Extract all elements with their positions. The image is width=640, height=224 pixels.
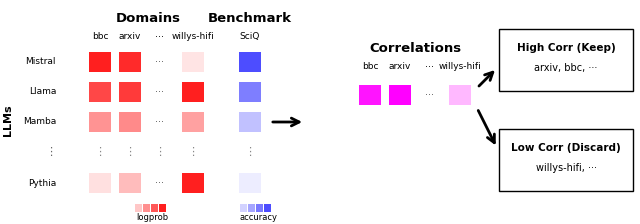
Bar xyxy=(239,204,246,212)
Text: ⋮: ⋮ xyxy=(95,147,106,157)
Bar xyxy=(264,204,271,212)
Bar xyxy=(359,85,381,105)
Text: ⋮: ⋮ xyxy=(188,147,198,157)
Bar xyxy=(119,173,141,193)
Bar xyxy=(134,204,141,212)
Bar xyxy=(182,82,204,102)
Bar xyxy=(127,204,134,212)
Text: ···: ··· xyxy=(156,117,164,127)
Text: SciQ: SciQ xyxy=(240,32,260,41)
Bar xyxy=(143,204,150,212)
Bar xyxy=(389,85,411,105)
Text: willys-hifi: willys-hifi xyxy=(438,62,481,71)
Text: LLMs: LLMs xyxy=(3,104,13,136)
Bar xyxy=(89,112,111,132)
Text: Domains: Domains xyxy=(115,12,180,25)
Text: arxiv, bbc, ···: arxiv, bbc, ··· xyxy=(534,63,598,73)
Text: Mistral: Mistral xyxy=(26,58,56,67)
Bar xyxy=(119,112,141,132)
Bar xyxy=(89,173,111,193)
Text: Pythia: Pythia xyxy=(28,179,56,187)
Text: ⋮: ⋮ xyxy=(45,147,56,157)
Bar xyxy=(239,112,261,132)
Text: willys-hifi: willys-hifi xyxy=(172,32,214,41)
Text: arxiv: arxiv xyxy=(389,62,411,71)
Bar xyxy=(89,82,111,102)
Text: High Corr (Keep): High Corr (Keep) xyxy=(516,43,616,53)
Bar xyxy=(150,204,157,212)
Bar xyxy=(182,112,204,132)
Bar xyxy=(89,52,111,72)
Text: arxiv: arxiv xyxy=(119,32,141,41)
Text: ···: ··· xyxy=(156,57,164,67)
Text: ···: ··· xyxy=(426,62,435,72)
Text: ···: ··· xyxy=(426,90,435,100)
Bar xyxy=(239,173,261,193)
Text: ⋮: ⋮ xyxy=(244,147,255,157)
Text: bbc: bbc xyxy=(362,62,378,71)
FancyBboxPatch shape xyxy=(499,129,633,191)
FancyBboxPatch shape xyxy=(499,29,633,91)
Text: Llama: Llama xyxy=(29,88,56,97)
Bar xyxy=(239,52,261,72)
Text: ···: ··· xyxy=(156,32,164,42)
Text: ···: ··· xyxy=(156,87,164,97)
Bar xyxy=(159,204,166,212)
Bar xyxy=(119,82,141,102)
Text: ···: ··· xyxy=(156,178,164,188)
Text: ⋮: ⋮ xyxy=(154,147,166,157)
Text: Benchmark: Benchmark xyxy=(208,12,292,25)
Bar xyxy=(182,173,204,193)
Text: Low Corr (Discard): Low Corr (Discard) xyxy=(511,143,621,153)
Bar xyxy=(248,204,255,212)
Text: bbc: bbc xyxy=(92,32,108,41)
Text: ⋮: ⋮ xyxy=(124,147,136,157)
Bar xyxy=(119,52,141,72)
Bar xyxy=(449,85,471,105)
Text: logprob: logprob xyxy=(136,213,168,222)
Bar xyxy=(182,52,204,72)
Bar xyxy=(239,82,261,102)
Bar xyxy=(255,204,262,212)
Text: Correlations: Correlations xyxy=(369,42,461,55)
Bar xyxy=(232,204,239,212)
Text: willys-hifi, ···: willys-hifi, ··· xyxy=(536,163,596,173)
Text: Mamba: Mamba xyxy=(23,118,56,127)
Text: accuracy: accuracy xyxy=(240,213,278,222)
